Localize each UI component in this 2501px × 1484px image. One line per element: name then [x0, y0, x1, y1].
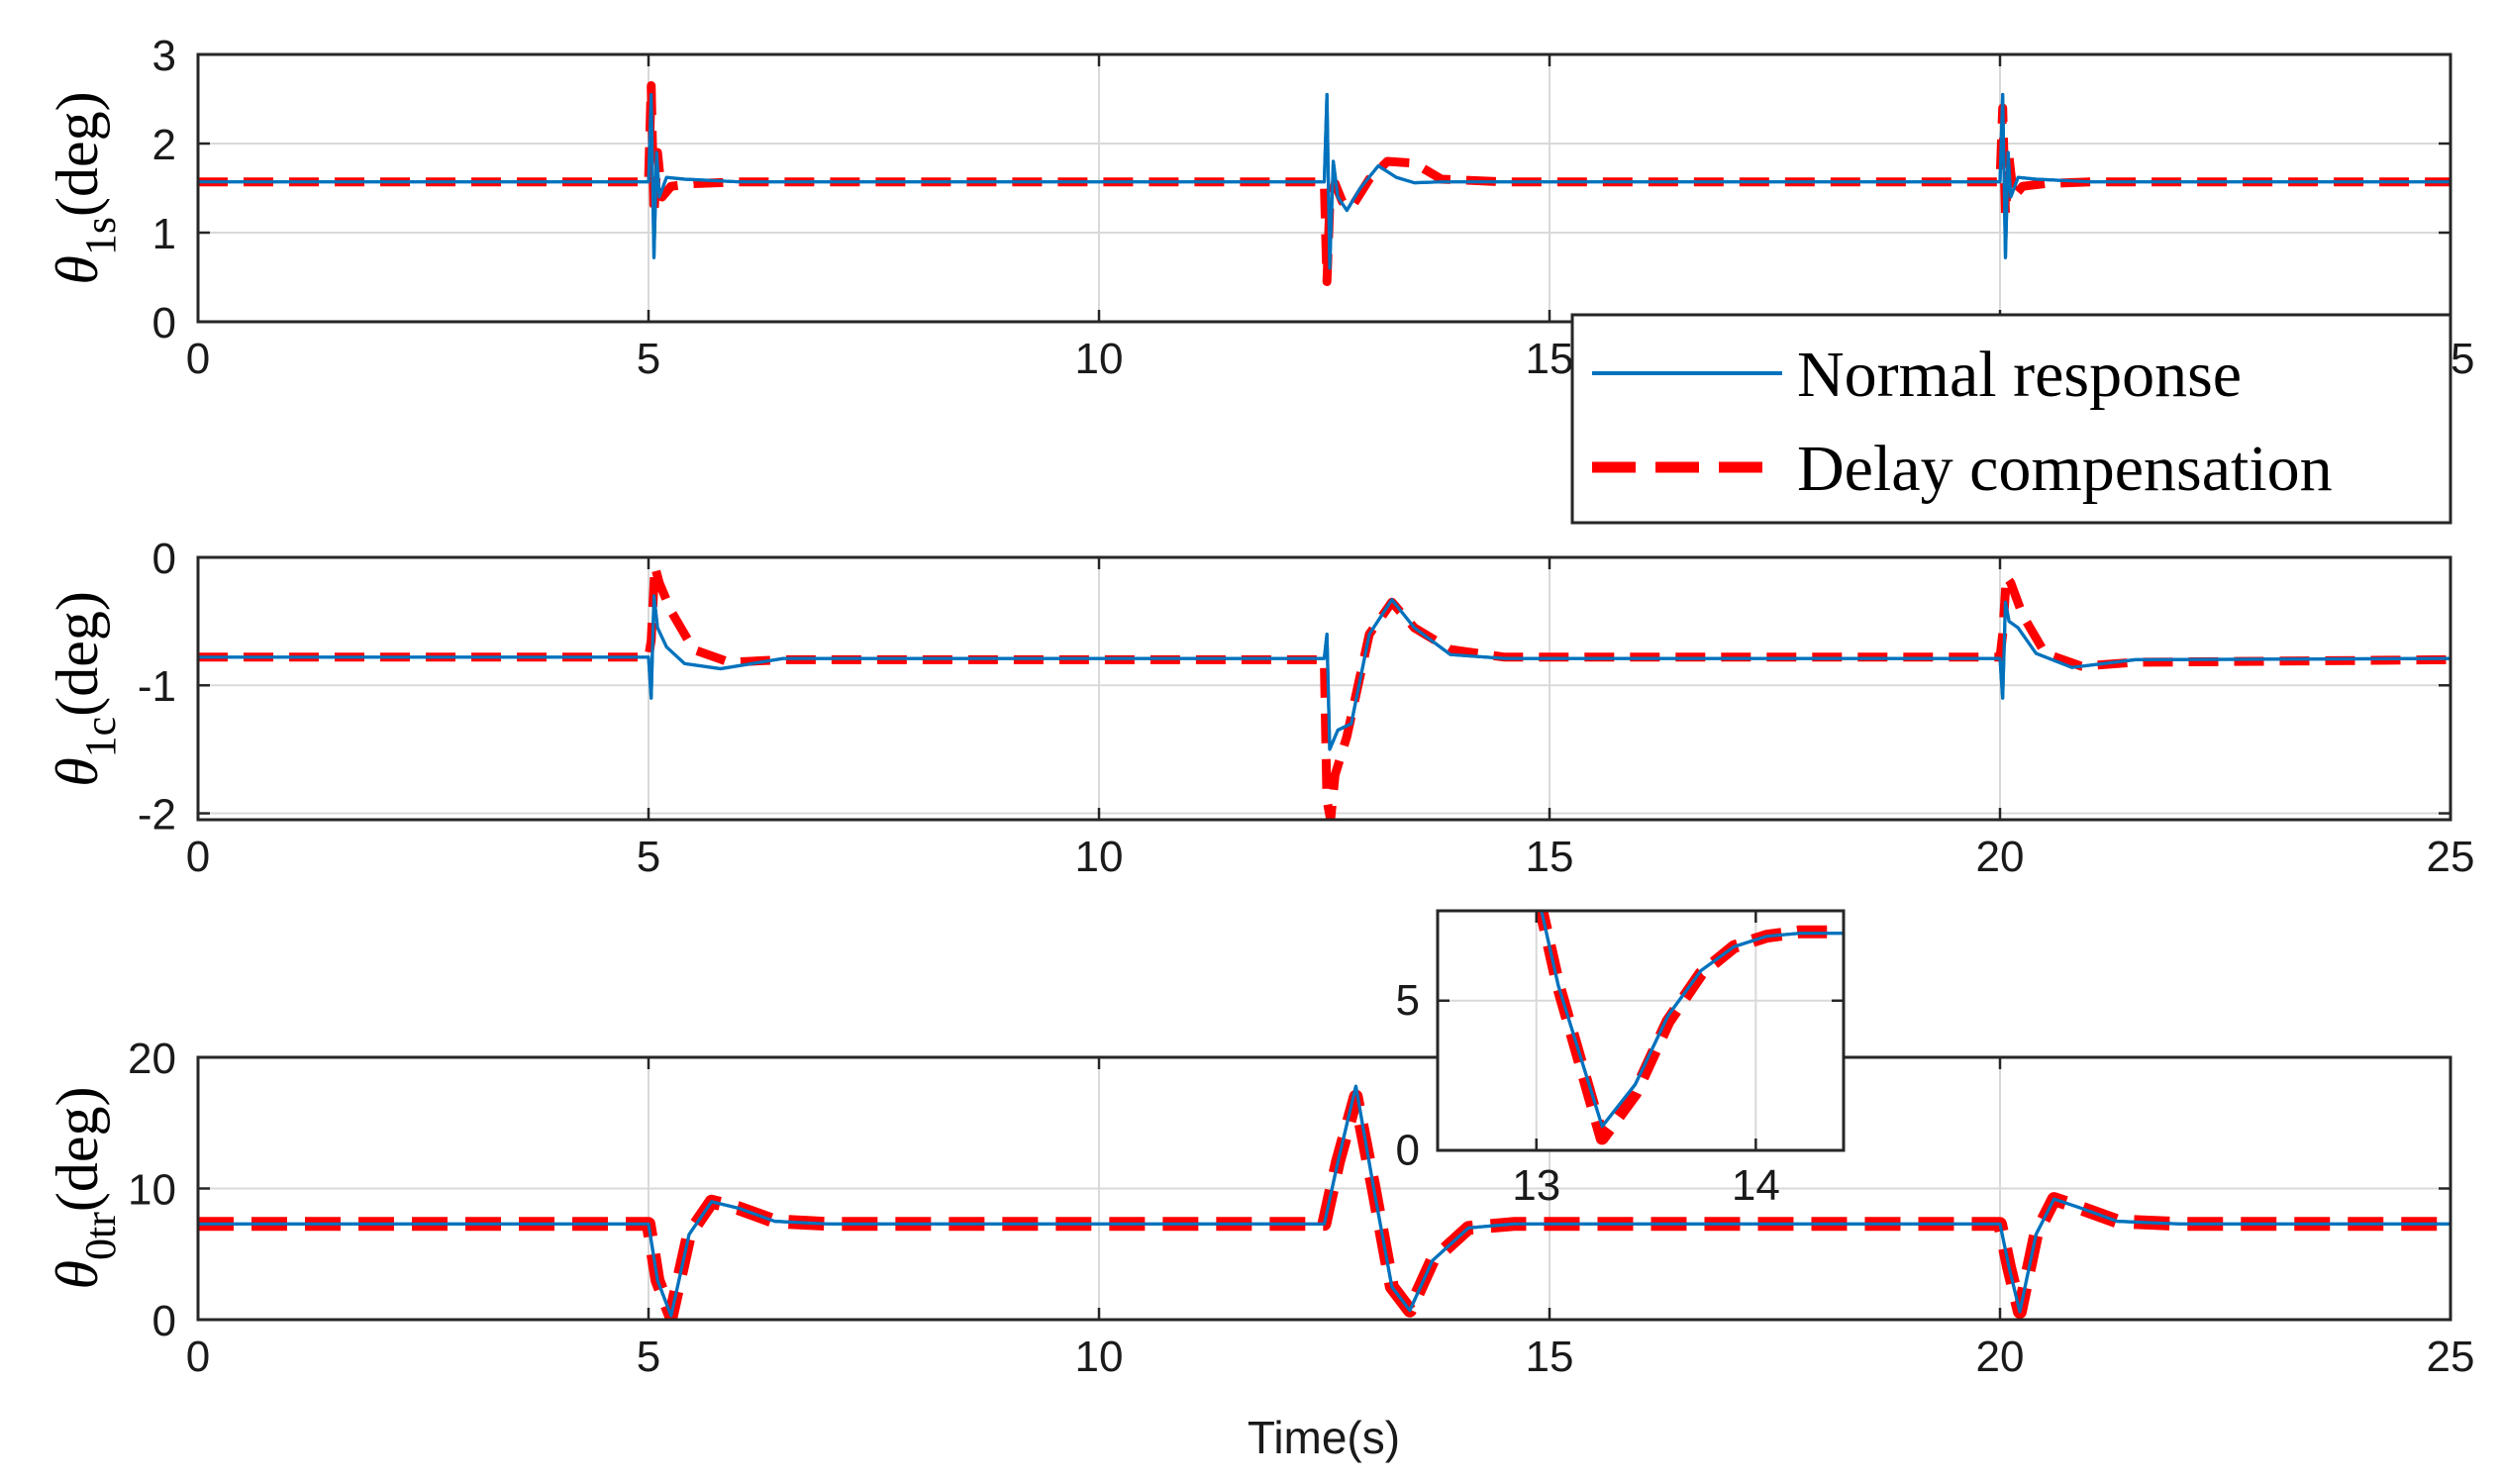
- series-normal-response-overlay: [198, 92, 2451, 270]
- ticks: 0 5 10 15 20 25 0 -1 -2: [138, 535, 2475, 881]
- ylabel-symbol: θ: [45, 255, 110, 284]
- y-tick-label: -2: [138, 790, 176, 839]
- x-tick-label: 10: [1075, 1333, 1124, 1381]
- series-normal-response-overlay: [198, 594, 2451, 751]
- y-tick-label: 3: [152, 32, 176, 80]
- ylabel: θ1c(deg): [45, 591, 125, 787]
- ylabel-symbol: θ: [45, 1260, 110, 1289]
- x-tick-label: 15: [1526, 1333, 1574, 1381]
- ylabel-symbol: θ: [45, 757, 110, 786]
- legend-label-normal: Normal response: [1797, 339, 2242, 411]
- x-tick-label: 15: [1526, 335, 1574, 383]
- y-tick-label: -1: [138, 662, 176, 711]
- y-tick-label: 1: [152, 210, 176, 258]
- x-tick-label: 20: [1976, 1333, 2025, 1381]
- ylabel: θ0tr(deg): [45, 1087, 125, 1290]
- series-normal-response-overlay: [198, 1084, 2451, 1318]
- ticks: 0 5 10 15 20 25 0 10 20: [128, 1035, 2474, 1381]
- axes-box: [1436, 909, 1846, 1152]
- subplot-theta0tr: 0 5 10 15 20 25 0 10 20 θ0tr(deg) Time(s): [45, 1035, 2474, 1463]
- y-tick-label: 0: [1396, 1126, 1420, 1174]
- x-tick-label: 14: [1732, 1161, 1780, 1210]
- data-lines: [1535, 911, 1844, 1145]
- x-tick-label: 5: [637, 1333, 660, 1381]
- series-normal-response-overlay: [1540, 911, 1844, 1129]
- x-tick-label: 20: [1976, 833, 2025, 881]
- data-lines: [198, 1084, 2451, 1320]
- ylabel-unit: (deg): [45, 91, 110, 217]
- y-tick-label: 0: [152, 535, 176, 583]
- axes-box: [196, 555, 2452, 822]
- x-tick-label: 13: [1512, 1161, 1560, 1210]
- x-tick-label: 5: [637, 335, 660, 383]
- y-tick-label: 10: [128, 1165, 176, 1214]
- subplot-theta1c: 0 5 10 15 20 25 0 -1 -2 θ1c(deg): [45, 535, 2474, 881]
- ylabel-unit: (deg): [45, 591, 110, 717]
- ylabel-sub: 1s: [76, 217, 125, 255]
- y-tick-label: 2: [152, 121, 176, 169]
- ticks: 13 14 0 5: [1396, 911, 1844, 1210]
- ylabel-sub: 0tr: [76, 1212, 125, 1260]
- subplot-inset: 13 14 0 5: [1396, 909, 1846, 1210]
- x-tick-label: 5: [637, 833, 660, 881]
- data-lines: [198, 81, 2451, 286]
- x-tick-label: 10: [1075, 833, 1124, 881]
- y-tick-label: 0: [152, 299, 176, 347]
- legend: Normal response Delay compensation: [1570, 313, 2452, 525]
- legend-box: [1570, 313, 2452, 525]
- x-tick-label: 0: [186, 335, 210, 383]
- subplot-theta1s: 05101520250123 θ1s(deg): [45, 32, 2474, 383]
- x-tick-label: 25: [2427, 833, 2475, 881]
- x-tick-label: 0: [186, 1333, 210, 1381]
- ylabel-sub: 1c: [76, 717, 125, 758]
- y-tick-label: 20: [128, 1035, 176, 1083]
- axes-box: [196, 52, 2452, 324]
- x-tick-label: 15: [1526, 833, 1574, 881]
- legend-label-delay: Delay compensation: [1797, 433, 2333, 505]
- x-tick-label: 0: [186, 833, 210, 881]
- ylabel: θ1s(deg): [45, 91, 125, 284]
- y-tick-label: 0: [152, 1297, 176, 1345]
- ylabel-unit: (deg): [45, 1087, 110, 1213]
- x-axis-label: Time(s): [1248, 1412, 1400, 1463]
- x-tick-label: 10: [1075, 335, 1124, 383]
- y-tick-label: 5: [1396, 976, 1420, 1025]
- data-lines: [198, 561, 2451, 820]
- x-tick-label: 25: [2427, 1333, 2475, 1381]
